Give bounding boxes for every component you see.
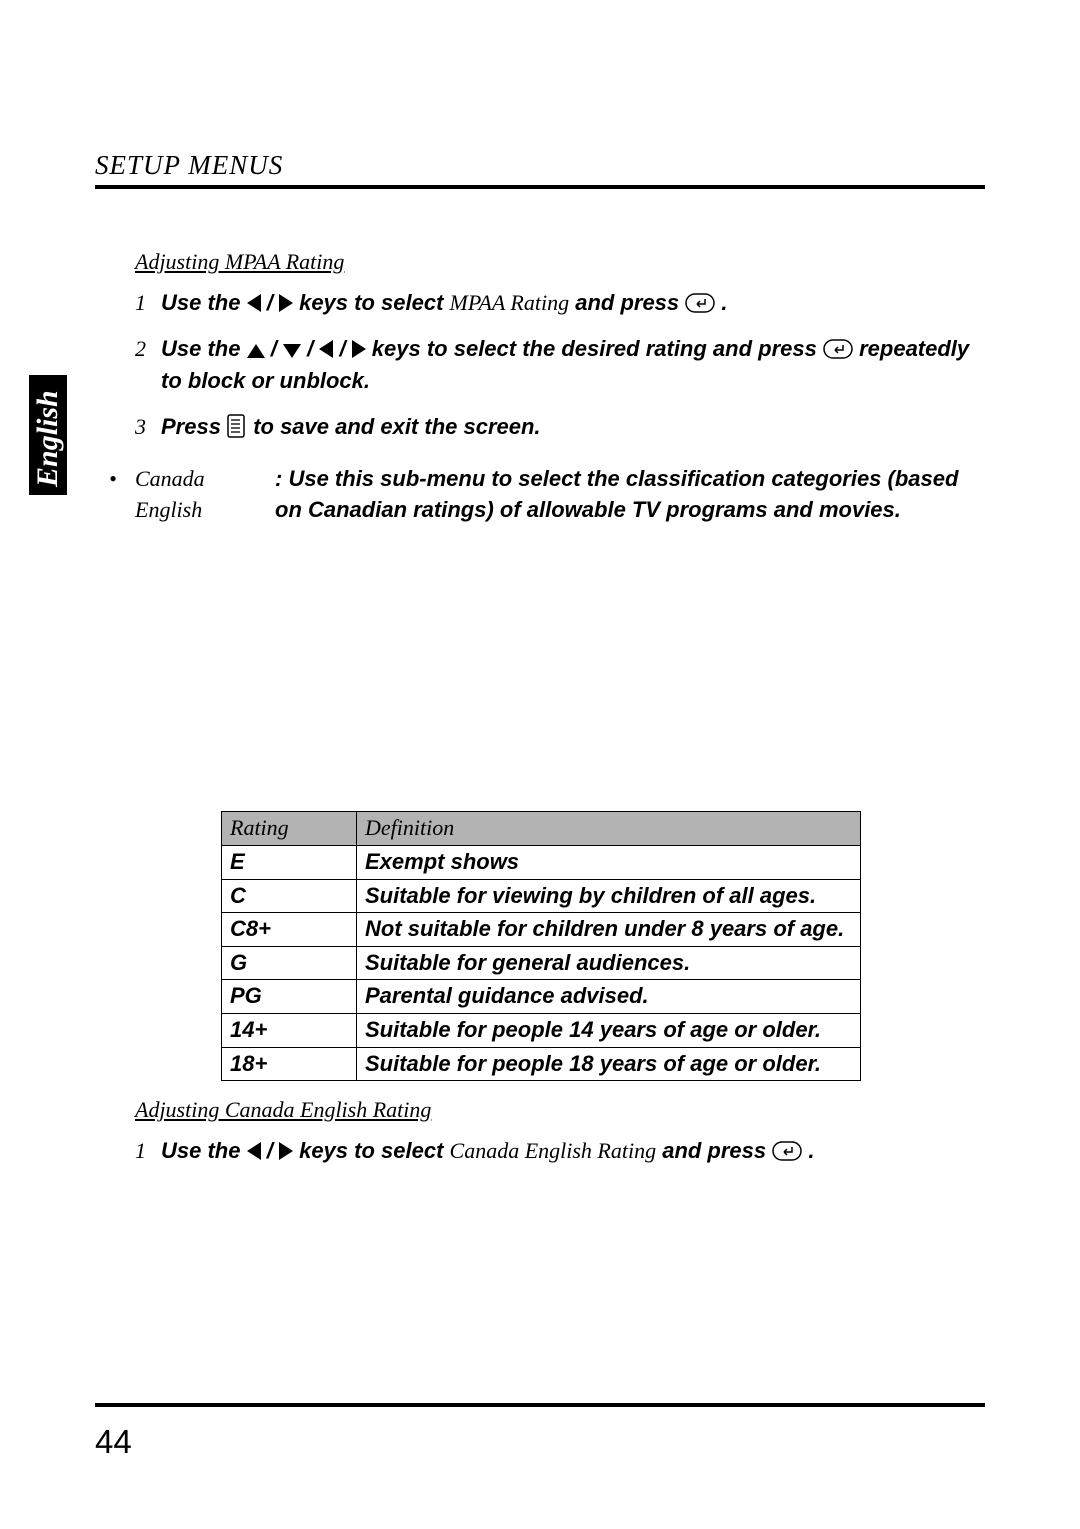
rating-cell: C8+ <box>222 913 357 947</box>
text: / <box>307 336 319 361</box>
canada-step-1: 1 Use the / keys to select Canada Englis… <box>135 1135 975 1167</box>
enter-icon <box>823 339 853 359</box>
text: . <box>808 1138 814 1163</box>
step-body: Use the / / / keys to select the desired… <box>161 333 975 397</box>
rating-cell: C <box>222 879 357 913</box>
rating-cell: 14+ <box>222 1013 357 1047</box>
page-number: 44 <box>95 1423 132 1461</box>
menu-icon <box>227 414 247 447</box>
content-block: Adjusting MPAA Rating 1 Use the / keys t… <box>95 249 985 1167</box>
th-rating: Rating <box>222 812 357 846</box>
def-cell: Suitable for people 18 years of age or o… <box>357 1047 861 1081</box>
rating-cell: E <box>222 845 357 879</box>
text: / <box>267 1138 279 1163</box>
def-cell: Suitable for general audiences. <box>357 946 861 980</box>
right-arrow-icon <box>279 294 293 312</box>
step-number: 1 <box>135 287 161 319</box>
left-arrow-icon <box>247 1142 261 1160</box>
rating-cell: G <box>222 946 357 980</box>
page-content: SETUP MENUS Adjusting MPAA Rating 1 Use … <box>95 150 985 1469</box>
mpaa-heading: Adjusting MPAA Rating <box>135 249 975 275</box>
footer-rule <box>95 1403 985 1407</box>
canada-bullet: • Canada English : Use this sub-menu to … <box>135 463 975 527</box>
table-row: EExempt shows <box>222 845 861 879</box>
th-definition: Definition <box>357 812 861 846</box>
def-cell: Suitable for people 14 years of age or o… <box>357 1013 861 1047</box>
enter-icon <box>685 293 715 313</box>
def-cell: Parental guidance advised. <box>357 980 861 1014</box>
text: / <box>339 336 351 361</box>
step-number: 1 <box>135 1135 161 1167</box>
header-rule <box>95 185 985 189</box>
step-number: 3 <box>135 411 161 447</box>
text: . <box>721 290 727 315</box>
menu-item-name: MPAA Rating <box>450 290 570 315</box>
right-arrow-icon <box>352 340 366 358</box>
text: and press <box>575 290 685 315</box>
table-row: 18+Suitable for people 18 years of age o… <box>222 1047 861 1081</box>
def-cell: Suitable for viewing by children of all … <box>357 879 861 913</box>
step-3: 3 Press to save and exit the screen. <box>135 411 975 447</box>
language-tab: English <box>29 375 67 495</box>
enter-icon <box>772 1141 802 1161</box>
step-body: Use the / keys to select MPAA Rating and… <box>161 287 975 319</box>
step-number: 2 <box>135 333 161 397</box>
table-row: PGParental guidance advised. <box>222 980 861 1014</box>
text: keys to select the desired rating and pr… <box>372 336 823 361</box>
table-row: GSuitable for general audiences. <box>222 946 861 980</box>
menu-item-name: Canada English Rating <box>450 1138 657 1163</box>
table-row: CSuitable for viewing by children of all… <box>222 879 861 913</box>
section-title: SETUP MENUS <box>95 150 985 181</box>
bullet-label: Canada English <box>135 463 275 527</box>
text: : <box>275 466 288 491</box>
text: Use the <box>161 336 247 361</box>
step-1: 1 Use the / keys to select MPAA Rating a… <box>135 287 975 319</box>
text: / <box>271 336 283 361</box>
step-2: 2 Use the / / / keys to select the desir… <box>135 333 975 397</box>
text: / <box>267 290 279 315</box>
ratings-table: Rating Definition EExempt shows CSuitabl… <box>221 811 861 1081</box>
text: keys to select <box>299 1138 449 1163</box>
left-arrow-icon <box>247 294 261 312</box>
text: Press <box>161 414 227 439</box>
table-row: C8+Not suitable for children under 8 yea… <box>222 913 861 947</box>
text: Use the <box>161 290 247 315</box>
table-row: 14+Suitable for people 14 years of age o… <box>222 1013 861 1047</box>
text: and press <box>662 1138 772 1163</box>
canada-eng-heading: Adjusting Canada English Rating <box>135 1097 975 1123</box>
text: Use this sub-menu to select the classifi… <box>275 466 958 523</box>
left-arrow-icon <box>319 340 333 358</box>
text: keys to select <box>299 290 449 315</box>
rating-cell: 18+ <box>222 1047 357 1081</box>
right-arrow-icon <box>279 1142 293 1160</box>
ratings-tbody: EExempt shows CSuitable for viewing by c… <box>222 845 861 1080</box>
bullet: • <box>109 463 135 527</box>
bullet-body: : Use this sub-menu to select the classi… <box>275 463 975 527</box>
text: to save and exit the screen. <box>253 414 540 439</box>
def-cell: Not suitable for children under 8 years … <box>357 913 861 947</box>
rating-cell: PG <box>222 980 357 1014</box>
step-body: Press to save and exit the screen. <box>161 411 975 447</box>
text: Use the <box>161 1138 247 1163</box>
def-cell: Exempt shows <box>357 845 861 879</box>
up-arrow-icon <box>247 344 265 358</box>
step-body: Use the / keys to select Canada English … <box>161 1135 975 1167</box>
down-arrow-icon <box>283 344 301 358</box>
